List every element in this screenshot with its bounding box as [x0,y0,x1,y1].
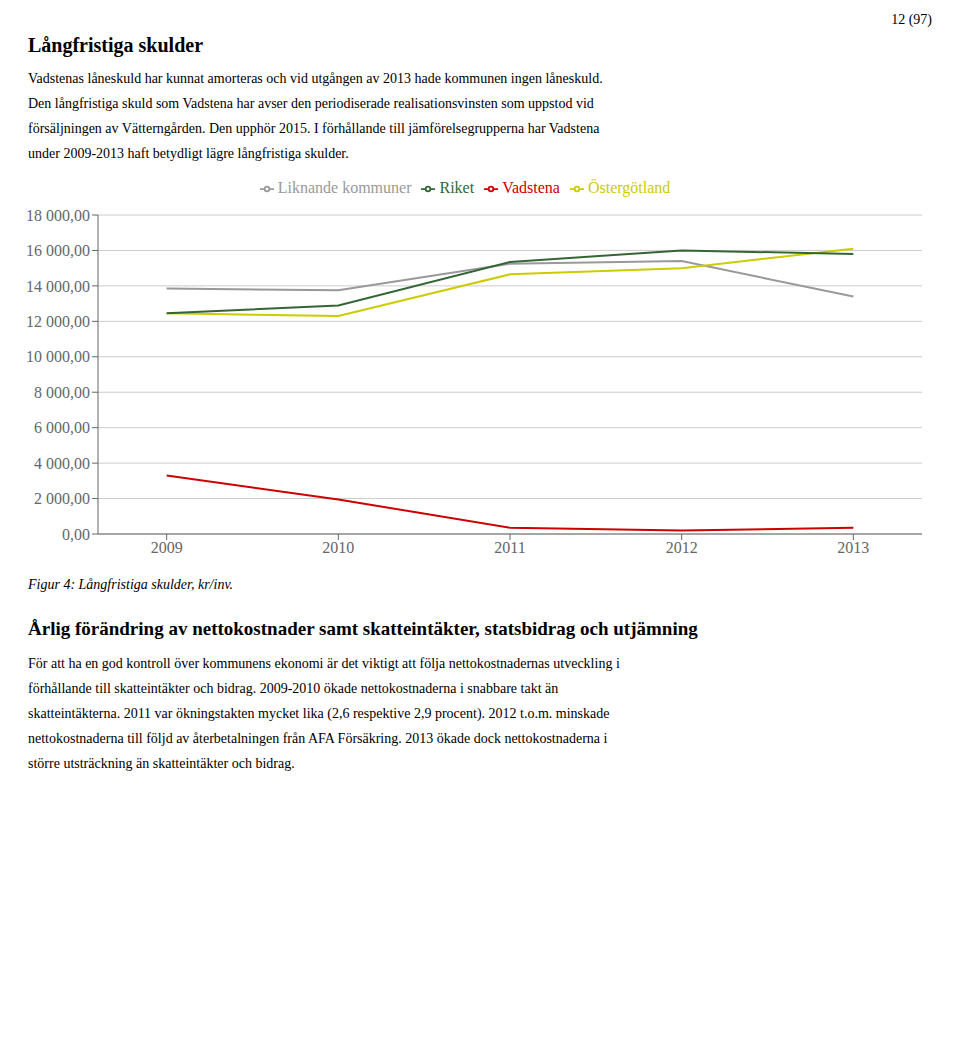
svg-text:2012: 2012 [666,539,698,556]
html-text:Årlig förändring av nettokostn: Årlig förändring av nettokostnader samt … [28,618,698,639]
svg-text:8 000,00: 8 000,00 [34,384,90,401]
svg-text:2010: 2010 [322,539,354,556]
html-text:under 2009-2013 haft betydligt: under 2009-2013 haft betydligt lägre lån… [28,146,349,161]
svg-text:16 000,00: 16 000,00 [26,242,90,259]
svg-text:12 000,00: 12 000,00 [26,313,90,330]
svg-text:2013: 2013 [837,539,869,556]
html-text:12 (97): 12 (97) [891,12,932,27]
html-text:Den långfristiga skuld som Vad: Den långfristiga skuld som Vadstena har … [28,96,594,111]
html-text:Vadstena: Vadstena [502,179,560,196]
svg-text:2009: 2009 [151,539,183,556]
html-text:skatteintäkterna. 2011 var ökn: skatteintäkterna. 2011 var ökningstakten… [28,706,610,721]
svg-text:2 000,00: 2 000,00 [34,490,90,507]
html-text:större utsträckning än skattei: större utsträckning än skatteintäkter oc… [28,756,295,771]
svg-text:4 000,00: 4 000,00 [34,455,90,472]
html-text:Riket: Riket [439,179,475,196]
html-text:Liknande kommuner: Liknande kommuner [277,179,412,196]
html-text:Vadstenas låneskuld har kunnat: Vadstenas låneskuld har kunnat amorteras… [28,71,603,86]
svg-text:10 000,00: 10 000,00 [26,348,90,365]
svg-text:18 000,00: 18 000,00 [26,207,90,224]
svg-text:6 000,00: 6 000,00 [34,419,90,436]
html-text:försäljningen av Vätterngården: försäljningen av Vätterngården. Den upph… [28,121,600,136]
svg-text:2011: 2011 [494,539,525,556]
html-text:För att ha en god kontroll öve: För att ha en god kontroll över kommunen… [28,656,620,671]
svg-text:14 000,00: 14 000,00 [26,278,90,295]
html-text:Figur 4: Långfristiga skulder,: Figur 4: Långfristiga skulder, kr/inv. [28,577,234,592]
svg-text:0,00: 0,00 [62,526,90,543]
html-text:förhållande till skatteintäkte: förhållande till skatteintäkter och bidr… [28,681,559,696]
html-text:Östergötland: Östergötland [587,179,671,196]
html-text:nettokostnaderna till följd av: nettokostnaderna till följd av återbetal… [28,731,608,746]
html-text:Långfristiga skulder: Långfristiga skulder [28,34,203,56]
